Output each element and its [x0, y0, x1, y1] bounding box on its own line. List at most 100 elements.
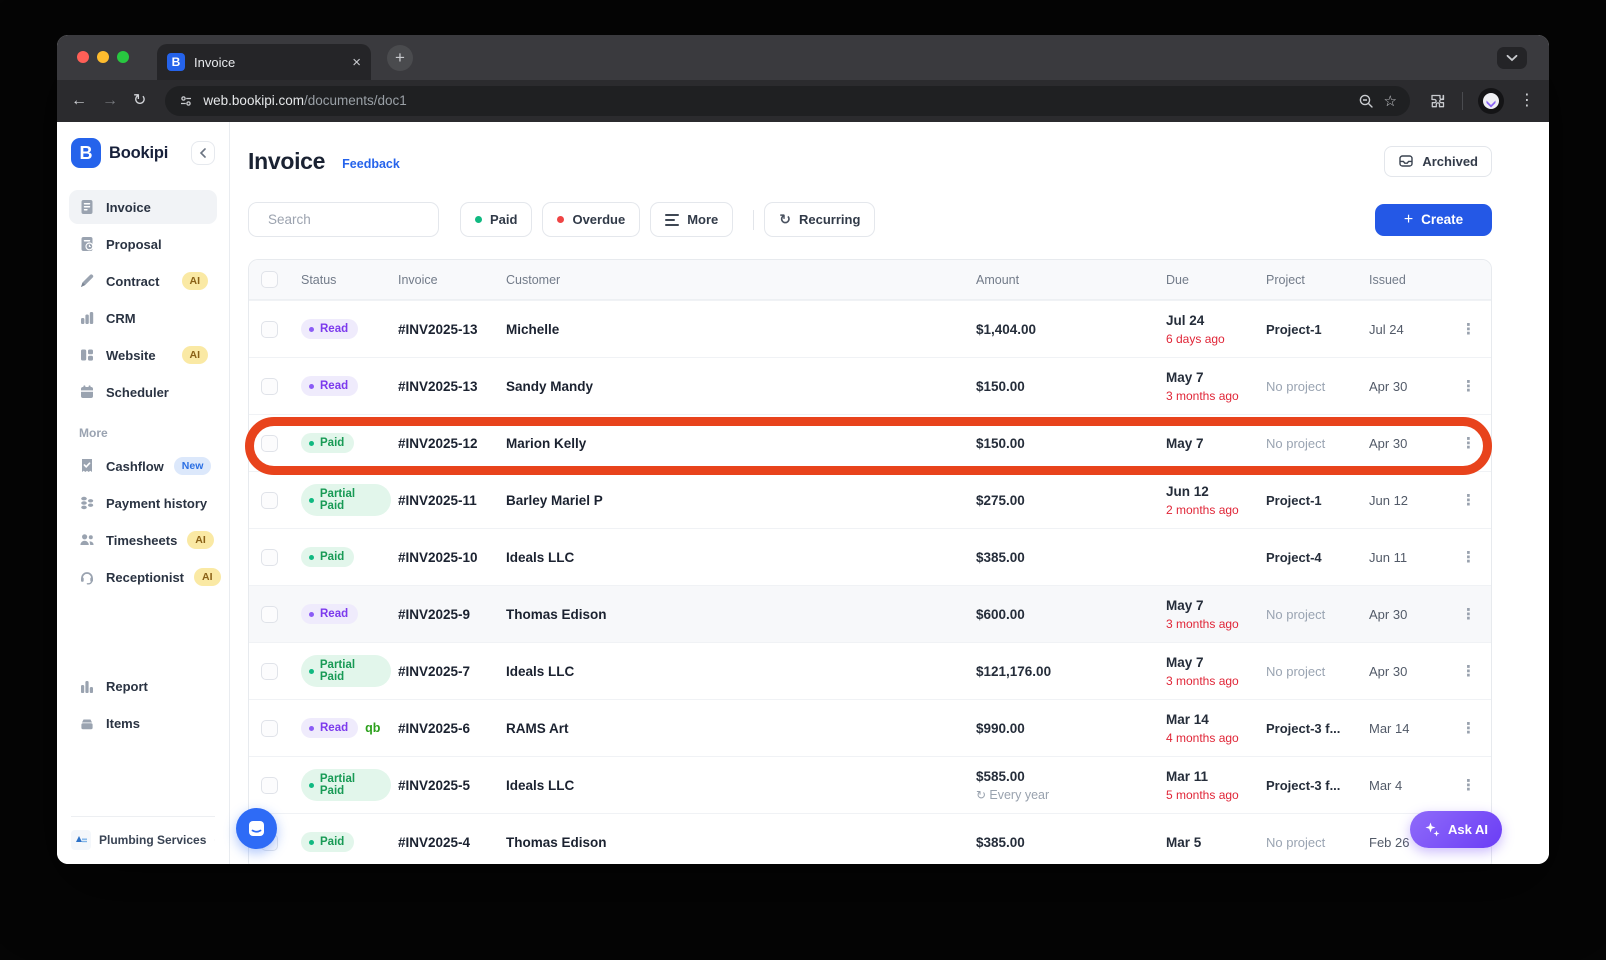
amount: $585.00 — [976, 768, 1025, 784]
archived-button[interactable]: Archived — [1384, 145, 1492, 177]
table-row[interactable]: Partial Paid #INV2025-5 Ideals LLC $585.… — [249, 756, 1491, 813]
row-checkbox[interactable] — [261, 491, 278, 509]
sidebar-item-cashflow[interactable]: Cashflow New — [69, 449, 217, 483]
minimize-window-button[interactable] — [97, 51, 109, 63]
table-row[interactable]: Partial Paid #INV2025-7 Ideals LLC $121,… — [249, 642, 1491, 699]
filter-recurring[interactable]: ↻ Recurring — [764, 202, 876, 237]
sidebar-item-invoice[interactable]: Invoice — [69, 190, 217, 224]
sidebar-item-label: Report — [106, 679, 148, 694]
sidebar-item-website[interactable]: Website AI — [69, 338, 217, 372]
forward-button[interactable]: → — [102, 92, 118, 109]
due-ago: 6 days ago — [1166, 331, 1225, 346]
table-row[interactable]: Read qb #INV2025-6 RAMS Art $990.00 Mar 1… — [249, 699, 1491, 756]
sidebar-item-contract[interactable]: Contract AI — [69, 264, 217, 298]
invoice-number: #INV2025-7 — [398, 663, 471, 679]
more-section-label: More — [79, 426, 108, 440]
sidebar-divider — [71, 816, 215, 817]
ask-ai-button[interactable]: Ask AI — [1410, 811, 1502, 848]
status-badge: Paid — [301, 433, 355, 453]
table-row-highlighted[interactable]: Paid #INV2025-12 Marion Kelly $150.00 Ma… — [249, 414, 1491, 471]
browser-menu-icon[interactable]: ⋮ — [1519, 92, 1535, 109]
browser-tab[interactable]: B Invoice × — [157, 44, 371, 80]
issued-date: Apr 30 — [1369, 663, 1408, 679]
filter-lines-icon — [665, 213, 680, 226]
feedback-link[interactable]: Feedback — [342, 156, 400, 171]
table-row[interactable]: Read #INV2025-9 Thomas Edison $600.00 Ma… — [249, 585, 1491, 642]
row-menu-button[interactable]: ⋮ — [1461, 662, 1476, 680]
due-ago: 3 months ago — [1166, 616, 1239, 631]
row-checkbox[interactable] — [261, 320, 278, 338]
overdue-dot-icon — [557, 216, 565, 223]
extensions-icon[interactable] — [1429, 92, 1447, 110]
sidebar-item-label: Contract — [106, 273, 160, 289]
project: Project-1 — [1266, 321, 1322, 337]
tab-search-chevron-icon[interactable] — [1497, 47, 1527, 69]
create-button[interactable]: + Create — [1375, 203, 1492, 236]
row-menu-button[interactable]: ⋮ — [1461, 491, 1476, 509]
sidebar-item-label: Website — [106, 347, 156, 363]
row-checkbox[interactable] — [261, 548, 278, 566]
brand-name: Bookipi — [109, 143, 169, 162]
zoom-out-icon[interactable] — [1358, 93, 1375, 110]
sidebar-item-timesheets[interactable]: Timesheets AI — [69, 523, 217, 557]
new-tab-button[interactable]: + — [387, 45, 413, 71]
tab-close-icon[interactable]: × — [352, 53, 361, 71]
due-date: Jul 24 — [1166, 312, 1205, 328]
customer-name: RAMS Art — [506, 720, 569, 736]
sidebar-item-report[interactable]: Report — [69, 670, 217, 704]
sidebar-item-label: Invoice — [106, 199, 151, 215]
table-row[interactable]: Read #INV2025-13 Michelle $1,404.00 Jul … — [249, 300, 1491, 357]
chat-widget-button[interactable] — [236, 808, 277, 849]
proposal-icon — [81, 237, 94, 251]
row-checkbox[interactable] — [261, 662, 278, 680]
workspace-logo — [71, 830, 91, 850]
status-badge: Read — [301, 319, 359, 339]
select-all-checkbox[interactable] — [261, 271, 278, 288]
table-row[interactable]: Paid #INV2025-4 Thomas Edison $385.00 Ma… — [249, 813, 1491, 864]
reload-button[interactable]: ↻ — [133, 92, 147, 109]
sidebar-item-items[interactable]: Items — [69, 707, 217, 741]
row-menu-button[interactable]: ⋮ — [1461, 719, 1476, 737]
row-menu-button[interactable]: ⋮ — [1461, 548, 1476, 566]
row-menu-button[interactable]: ⋮ — [1461, 434, 1476, 452]
row-checkbox[interactable] — [261, 434, 278, 452]
table-row[interactable]: Paid #INV2025-10 Ideals LLC $385.00 Proj… — [249, 528, 1491, 585]
sidebar-item-payment-history[interactable]: Payment history — [69, 486, 217, 520]
status-badge: Read — [301, 604, 359, 624]
search-box[interactable] — [248, 202, 445, 237]
row-checkbox[interactable] — [261, 719, 278, 737]
search-input[interactable] — [268, 212, 445, 227]
close-window-button[interactable] — [77, 51, 89, 63]
row-menu-button[interactable]: ⋮ — [1461, 320, 1476, 338]
row-checkbox[interactable] — [261, 377, 278, 395]
sidebar-item-crm[interactable]: CRM — [69, 301, 217, 335]
customer-name: Sandy Mandy — [506, 378, 594, 394]
bookmark-star-icon[interactable]: ☆ — [1383, 93, 1397, 110]
website-icon — [81, 349, 93, 361]
address-bar[interactable]: web.bookipi.com/documents/doc1 ☆ — [165, 86, 1410, 116]
issued-date: Jun 11 — [1369, 549, 1408, 565]
row-menu-button[interactable]: ⋮ — [1461, 605, 1476, 623]
sidebar-item-scheduler[interactable]: Scheduler — [69, 375, 217, 409]
maximize-window-button[interactable] — [117, 51, 129, 63]
table-row[interactable]: Read #INV2025-13 Sandy Mandy $150.00 May… — [249, 357, 1491, 414]
back-button[interactable]: ← — [71, 92, 87, 109]
row-menu-button[interactable]: ⋮ — [1461, 776, 1476, 794]
filter-overdue[interactable]: Overdue — [542, 202, 641, 237]
sidebar-item-receptionist[interactable]: Receptionist AI — [69, 560, 221, 594]
filter-more[interactable]: More — [650, 202, 734, 237]
filter-paid[interactable]: Paid — [460, 202, 533, 237]
profile-avatar[interactable] — [1478, 88, 1504, 114]
table-row[interactable]: Partial Paid #INV2025-11 Barley Mariel P… — [249, 471, 1491, 528]
site-info-icon[interactable] — [178, 93, 194, 109]
row-checkbox[interactable] — [261, 605, 278, 623]
sidebar-item-proposal[interactable]: Proposal — [69, 227, 217, 261]
quickbooks-icon: qb — [365, 721, 381, 735]
customer-name: Thomas Edison — [506, 606, 607, 622]
workspace-switcher[interactable]: Plumbing Services — [69, 830, 217, 850]
customer-name: Michelle — [506, 321, 560, 337]
ai-badge: AI — [187, 531, 214, 549]
row-menu-button[interactable]: ⋮ — [1461, 377, 1476, 395]
row-checkbox[interactable] — [261, 776, 278, 794]
sidebar-collapse-button[interactable] — [191, 141, 215, 165]
